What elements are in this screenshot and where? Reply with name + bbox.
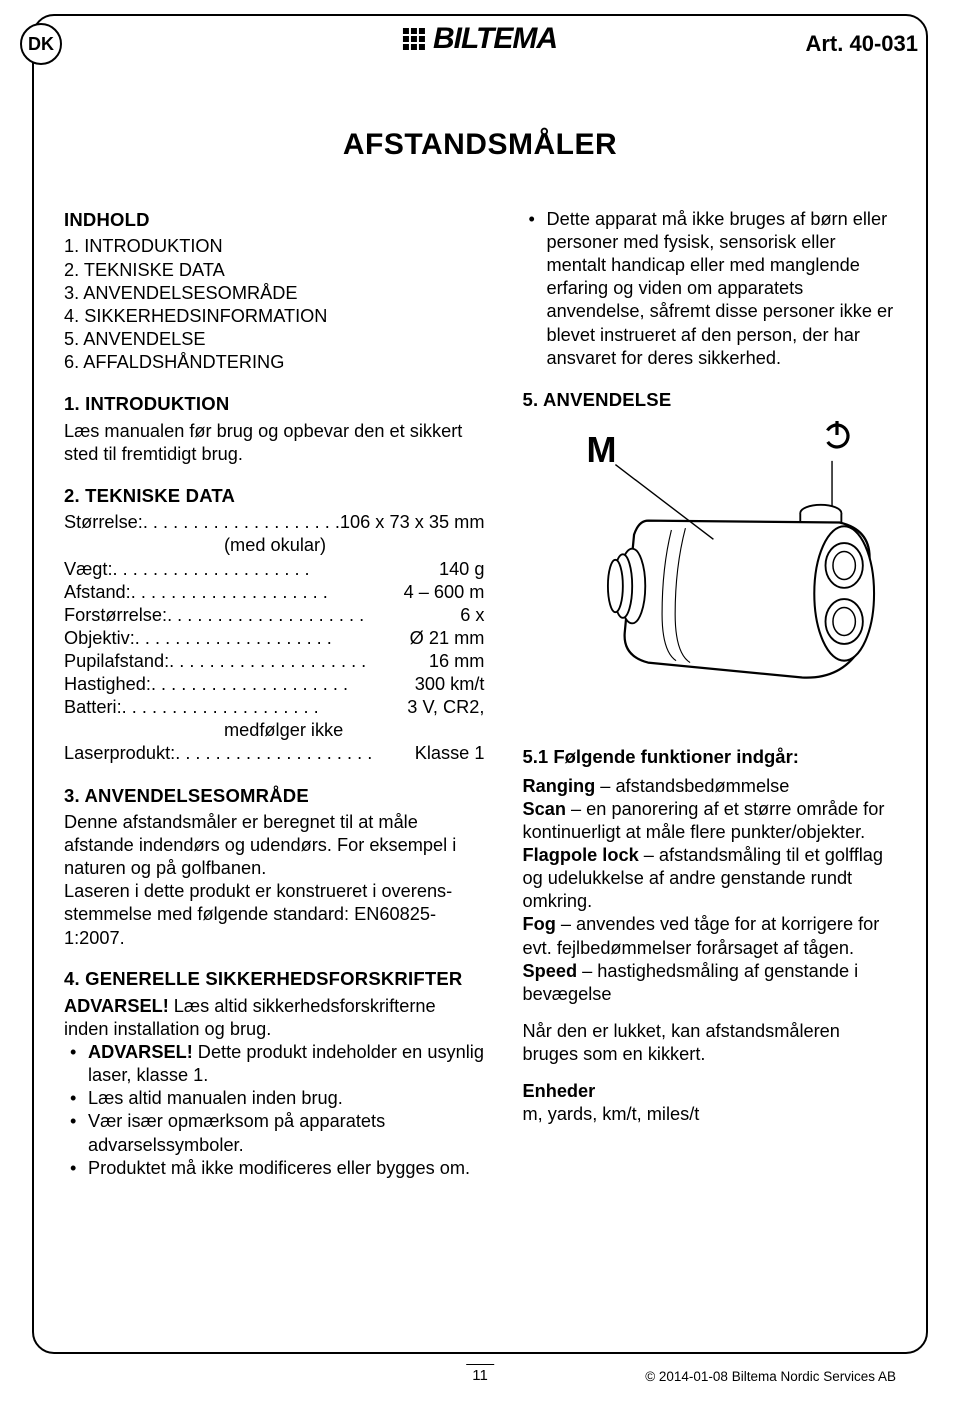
country-badge: DK [20, 23, 62, 65]
spec-dots: . . . . . . . . . . . . . . . . . . . . [122, 696, 408, 719]
feature-item: Scan – en panorering af et større område… [522, 798, 896, 844]
toc-item: TEKNISKE DATA [64, 259, 484, 282]
spec-label: Hastighed: [64, 673, 151, 696]
product-diagram: M [522, 417, 896, 727]
spec-label: Pupilafstand: [64, 650, 169, 673]
section-3-heading: 3. ANVENDELSESOMRÅDE [64, 784, 484, 807]
page-number: 11 [466, 1364, 494, 1384]
toc-item: SIKKERHEDSINFORMATION [64, 305, 484, 328]
toc-list: INTRODUKTION TEKNISKE DATA ANVENDELSESOM… [64, 235, 484, 374]
footer: 11 © 2014-01-08 Biltema Nordic Services … [64, 1369, 896, 1384]
left-column: INDHOLD INTRODUKTION TEKNISKE DATA ANVEN… [64, 208, 484, 1334]
feature-name: Fog [522, 914, 555, 934]
section-2-heading: 2. TEKNISKE DATA [64, 484, 484, 507]
spec-value: 106 x 73 x 35 mm [340, 511, 485, 534]
section-4-bullets-continued: Dette apparat må ikke bruges af børn ell… [522, 208, 896, 370]
spec-dots: . . . . . . . . . . . . . . . . . . . . [167, 604, 460, 627]
toc-item: ANVENDELSESOMRÅDE [64, 282, 484, 305]
feature-item: Flagpole lock – afstandsmåling til et go… [522, 844, 896, 913]
toc-item: INTRODUKTION [64, 235, 484, 258]
spec-row: Laserprodukt: . . . . . . . . . . . . . … [64, 742, 484, 765]
page-title: AFSTANDSMÅLER [0, 128, 960, 162]
article-number: Art. 40-031 [805, 31, 918, 57]
m-label: M [586, 427, 616, 473]
spec-value: 16 mm [429, 650, 485, 673]
closed-note: Når den er lukket, kan afstandsmåleren b… [522, 1020, 896, 1066]
feature-name: Ranging [522, 776, 595, 796]
feature-item: Speed – hastighedsmåling af genstande i … [522, 960, 896, 1006]
spec-label: Batteri: [64, 696, 122, 719]
copyright: © 2014-01-08 Biltema Nordic Services AB [645, 1369, 896, 1384]
feature-desc: – en panorering af et større område for … [522, 799, 884, 842]
rangefinder-illustration [522, 417, 896, 727]
spec-dots: . . . . . . . . . . . . . . . . . . . . [169, 650, 429, 673]
logo-checker-icon [403, 28, 425, 50]
feature-item: Ranging – afstandsbedømmelse [522, 775, 896, 798]
spec-value: 3 V, CR2, [407, 696, 484, 719]
spec-label: Afstand: [64, 581, 131, 604]
feature-name: Scan [522, 799, 565, 819]
spec-list: Størrelse: . . . . . . . . . . . . . . .… [64, 511, 484, 765]
section-4-warning: ADVARSEL! Læs altid sikkerhedsforskrifte… [64, 995, 484, 1041]
spec-row: Størrelse: . . . . . . . . . . . . . . .… [64, 511, 484, 534]
content-columns: INDHOLD INTRODUKTION TEKNISKE DATA ANVEN… [64, 208, 896, 1334]
bullet-item: Læs altid manualen inden brug. [88, 1087, 484, 1110]
spec-label: Forstørrelse: [64, 604, 167, 627]
spec-dots: . . . . . . . . . . . . . . . . . . . . [131, 581, 404, 604]
spec-extra: medfølger ikke [64, 719, 484, 742]
section-5-1-heading: 5.1 Følgende funktioner indgår: [522, 745, 896, 768]
spec-value: Klasse 1 [415, 742, 485, 765]
units-body: m, yards, km/t, miles/t [522, 1103, 896, 1126]
spec-row: Forstørrelse: . . . . . . . . . . . . . … [64, 604, 484, 627]
feature-desc: – anvendes ved tåge for at korrigere for… [522, 914, 879, 957]
spec-dots: . . . . . . . . . . . . . . . . . . . . [135, 627, 410, 650]
bullet-item: Vær især opmærksom på apparatets advarse… [88, 1110, 484, 1156]
feature-name: Speed [522, 961, 577, 981]
spec-dots: . . . . . . . . . . . . . . . . . . . . [143, 511, 340, 534]
spec-value: 300 km/t [415, 673, 485, 696]
toc-heading: INDHOLD [64, 208, 484, 231]
power-icon [820, 417, 854, 457]
warning-label: ADVARSEL! [64, 996, 169, 1016]
section-5-heading: 5. ANVENDELSE [522, 388, 896, 411]
right-column: Dette apparat må ikke bruges af børn ell… [522, 208, 896, 1334]
section-1-heading: 1. INTRODUKTION [64, 392, 484, 415]
bullet-item: Produktet må ikke modificeres eller bygg… [88, 1157, 484, 1180]
spec-extra: (med okular) [64, 534, 484, 557]
spec-value: 4 – 600 m [404, 581, 485, 604]
toc-item: ANVENDELSE [64, 328, 484, 351]
bullet-warning-label: ADVARSEL! [88, 1042, 193, 1062]
bullet-item: Dette apparat må ikke bruges af børn ell… [546, 208, 896, 370]
section-4-heading: 4. GENERELLE SIKKERHEDSFORSKRIFTER [64, 968, 484, 989]
spec-row: Hastighed: . . . . . . . . . . . . . . .… [64, 673, 484, 696]
feature-desc: – afstandsbedømmelse [595, 776, 789, 796]
feature-name: Flagpole lock [522, 845, 638, 865]
spec-row: Afstand: . . . . . . . . . . . . . . . .… [64, 581, 484, 604]
section-4-bullets: ADVARSEL! Dette produkt indeholder en us… [64, 1041, 484, 1180]
spec-dots: . . . . . . . . . . . . . . . . . . . . [113, 558, 439, 581]
spec-dots: . . . . . . . . . . . . . . . . . . . . [151, 673, 415, 696]
brand-logo: BILTEMA [403, 24, 557, 54]
spec-row: Batteri: . . . . . . . . . . . . . . . .… [64, 696, 484, 719]
units-heading: Enheder [522, 1080, 896, 1103]
spec-label: Størrelse: [64, 511, 143, 534]
spec-dots: . . . . . . . . . . . . . . . . . . . . [175, 742, 414, 765]
bullet-item: ADVARSEL! Dette produkt indeholder en us… [88, 1041, 484, 1087]
spec-value: 140 g [439, 558, 485, 581]
features-list: Ranging – afstandsbedømmelseScan – en pa… [522, 775, 896, 1006]
spec-label: Vægt: [64, 558, 113, 581]
spec-row: Vægt: . . . . . . . . . . . . . . . . . … [64, 558, 484, 581]
spec-row: Pupilafstand: . . . . . . . . . . . . . … [64, 650, 484, 673]
brand-name: BILTEMA [433, 24, 557, 54]
toc-item: AFFALDSHÅNDTERING [64, 351, 484, 374]
spec-value: Ø 21 mm [410, 627, 485, 650]
spec-label: Objektiv: [64, 627, 135, 650]
spec-label: Laserprodukt: [64, 742, 175, 765]
section-1-body: Læs manualen før brug og opbevar den et … [64, 420, 484, 466]
spec-value: 6 x [460, 604, 484, 627]
spec-row: Objektiv: . . . . . . . . . . . . . . . … [64, 627, 484, 650]
section-3-body: Denne afstandsmåler er beregnet til at m… [64, 811, 484, 950]
feature-item: Fog – anvendes ved tåge for at korrigere… [522, 913, 896, 959]
